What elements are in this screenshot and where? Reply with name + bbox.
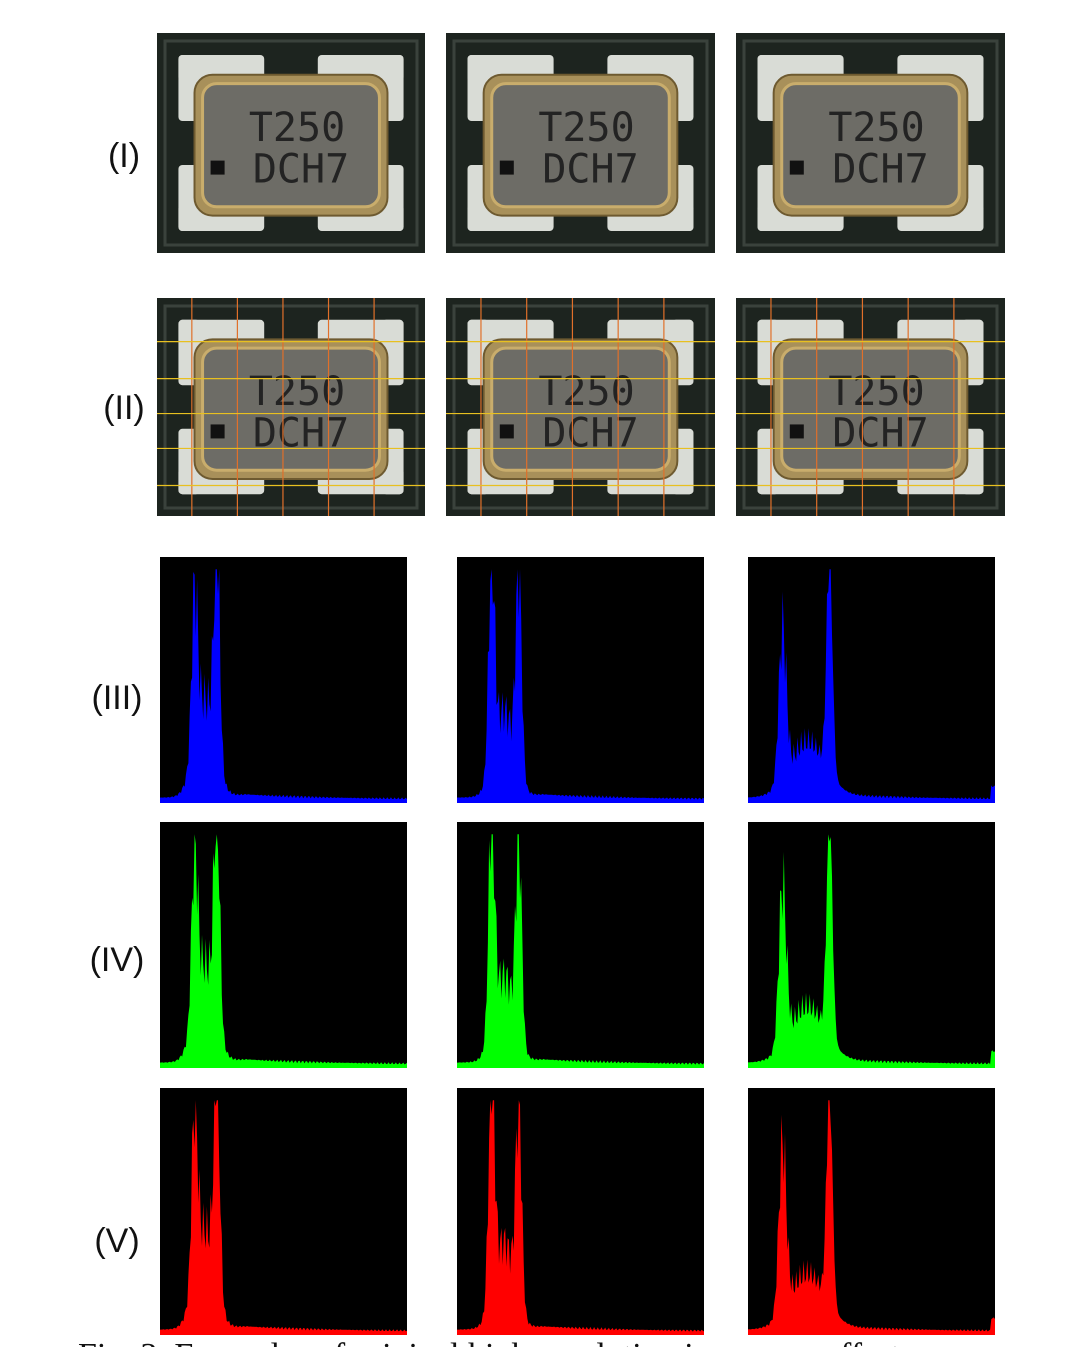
chip-marking: DCH7: [253, 147, 349, 193]
row-label: (V): [94, 1222, 139, 1260]
histogram: [160, 557, 407, 803]
chip-marking: T250: [538, 105, 634, 151]
chip-dot: [499, 424, 514, 439]
chip-dot: [789, 424, 804, 439]
chip-marking: DCH7: [832, 410, 928, 456]
row-label: (IV): [90, 941, 145, 979]
histogram-area: [457, 1100, 704, 1335]
histogram: [160, 1088, 407, 1335]
histogram-area: [457, 569, 704, 803]
caption: Fig. 3. Examples of original high-resolu…: [78, 1337, 900, 1347]
histogram: [748, 1088, 995, 1335]
board-edge: [163, 39, 419, 247]
histogram: [748, 822, 995, 1068]
chip-dot: [789, 160, 804, 175]
board-edge: [452, 39, 709, 247]
package-lid: [490, 82, 671, 209]
histogram-area: [457, 834, 704, 1068]
board-edge: [163, 304, 419, 510]
chip-marking: T250: [249, 369, 345, 415]
chip-dot: [499, 160, 514, 175]
chip-marking: T250: [828, 105, 924, 151]
row-label: (II): [103, 389, 145, 427]
histogram-area: [160, 834, 407, 1068]
histogram: [457, 557, 704, 803]
board-edge: [742, 304, 999, 510]
board-edge: [452, 304, 709, 510]
row-label: (III): [92, 679, 143, 717]
chip-marking: DCH7: [542, 410, 638, 456]
package-lid: [201, 82, 381, 209]
chip-marking: T250: [828, 369, 924, 415]
histogram-area: [160, 1100, 407, 1335]
chip-marking: T250: [249, 105, 345, 151]
histogram-area: [160, 569, 407, 803]
chip-dot: [210, 424, 225, 439]
histogram-area: [748, 834, 995, 1068]
row-label: (I): [108, 137, 140, 175]
chip-marking: DCH7: [832, 147, 928, 193]
histogram: [457, 1088, 704, 1335]
chip-marking: DCH7: [542, 147, 638, 193]
chip-marking: T250: [538, 369, 634, 415]
histogram: [457, 822, 704, 1068]
chip-dot: [210, 160, 225, 175]
board-edge: [742, 39, 999, 247]
histogram: [748, 557, 995, 803]
chip-marking: DCH7: [253, 410, 349, 456]
package-lid: [780, 82, 961, 209]
histogram: [160, 822, 407, 1068]
